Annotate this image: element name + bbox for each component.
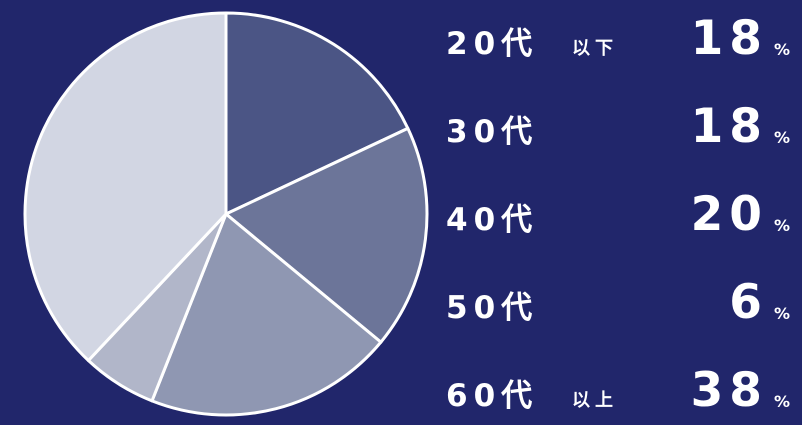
legend-item-50s: 50代 6 % bbox=[446, 270, 796, 330]
pie-chart bbox=[23, 11, 429, 417]
legend-label: 50代 bbox=[446, 290, 539, 326]
percent-unit: % bbox=[773, 40, 790, 59]
legend-item-30s: 30代 18 % bbox=[446, 94, 796, 154]
pie-slice-2 bbox=[150, 212, 383, 417]
legend-label-suffix: 以上 bbox=[572, 390, 618, 411]
legend-percent: 18 % bbox=[691, 103, 790, 150]
legend-label: 30代 bbox=[446, 114, 539, 150]
legend-percent: 18 % bbox=[691, 15, 790, 62]
percent-unit: % bbox=[773, 216, 790, 235]
legend-label: 40代 bbox=[446, 202, 539, 238]
legend-item-20s: 20代 以下 18 % bbox=[446, 6, 796, 66]
pie-slice-1 bbox=[224, 126, 429, 344]
percent-value: 18 bbox=[690, 99, 768, 154]
percent-value: 6 bbox=[729, 275, 768, 330]
legend-percent: 38 % bbox=[691, 367, 790, 414]
legend-label: 60代 bbox=[446, 378, 539, 414]
legend-label-suffix: 以下 bbox=[572, 38, 618, 59]
legend-percent: 20 % bbox=[691, 191, 790, 238]
legend-item-40s: 40代 20 % bbox=[446, 182, 796, 242]
percent-unit: % bbox=[773, 304, 790, 323]
percent-unit: % bbox=[773, 392, 790, 411]
percent-value: 18 bbox=[690, 11, 768, 66]
legend-label: 20代 bbox=[446, 26, 539, 62]
percent-value: 38 bbox=[690, 363, 768, 418]
pie-slice-4 bbox=[23, 11, 228, 363]
percent-value: 20 bbox=[690, 187, 768, 242]
pie-slice-0 bbox=[224, 11, 410, 216]
legend-item-60s: 60代 以上 38 % bbox=[446, 358, 796, 418]
legend-percent: 6 % bbox=[729, 279, 790, 326]
percent-unit: % bbox=[773, 128, 790, 147]
